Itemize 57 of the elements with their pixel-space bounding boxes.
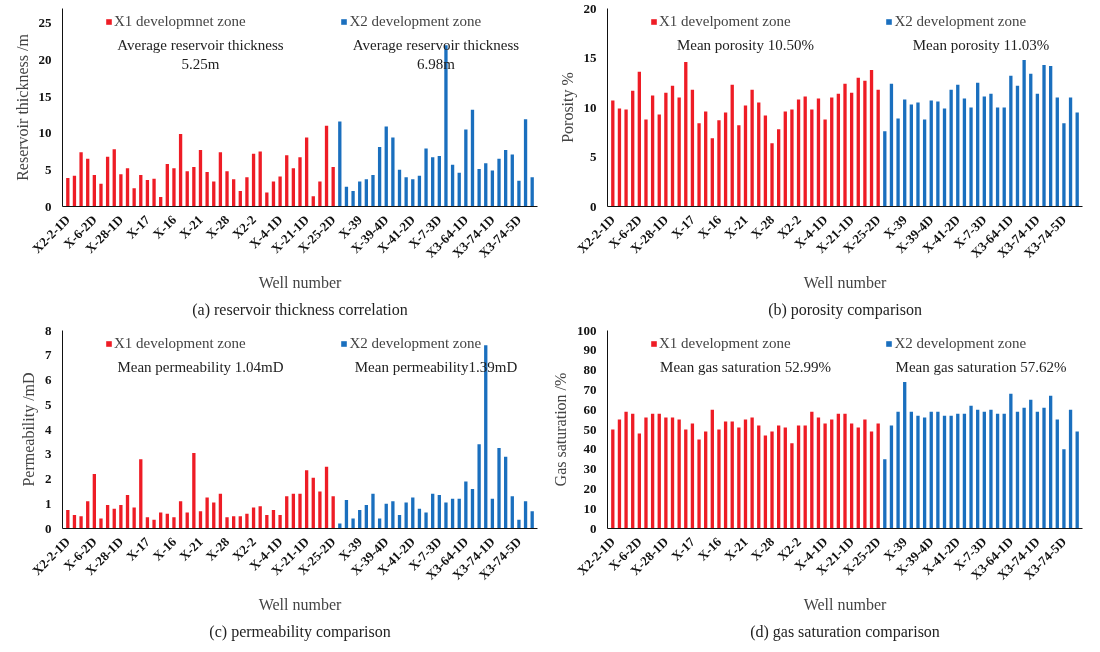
y-tick-label: 60 — [583, 401, 597, 417]
text: (c) permeability comparison — [209, 622, 391, 641]
legend-label: X1 develpoment zone — [658, 13, 791, 30]
y-tick-label: 50 — [583, 421, 597, 437]
y-tick-label: 20 — [583, 0, 597, 16]
text: (d) gas saturation comparison — [750, 622, 940, 641]
annotation: Mean gas saturation 52.99% — [660, 358, 831, 375]
y-tick-label: 2 — [45, 471, 52, 486]
text: (a) reservoir thickness correlation — [192, 300, 408, 319]
y-tick-label: 20 — [38, 51, 52, 67]
y-axis-title: Porosity % — [558, 72, 577, 143]
legend-label: X1 developmnet zone — [113, 13, 246, 30]
legend-label: X2 development zone — [349, 13, 482, 30]
legend-label: X2 development zone — [894, 335, 1027, 352]
x-axis-title: Well number — [258, 595, 343, 613]
annotation: Mean permeability 1.04mD — [117, 358, 284, 375]
y-tick-label: 10 — [583, 500, 597, 516]
y-axis-title: Reservoir thickness /m — [13, 33, 31, 181]
y-tick-label: 5 — [45, 161, 52, 177]
x-axis-title: Well number — [803, 595, 888, 613]
y-tick-label: 0 — [590, 198, 597, 214]
y-tick-label: 4 — [45, 421, 52, 437]
text: (b) porosity comparison — [768, 300, 922, 319]
y-tick-label: 10 — [583, 99, 597, 115]
y-tick-label: 0 — [45, 520, 52, 536]
y-tick-label: 1 — [45, 495, 52, 511]
y-tick-label: 15 — [38, 88, 52, 104]
legend-label: X2 development zone — [349, 335, 482, 352]
y-tick-label: 40 — [583, 441, 597, 457]
legend-label: X2 development zone — [894, 13, 1027, 30]
y-tick-label: 8 — [45, 322, 52, 338]
y-tick-label: 7 — [45, 347, 52, 363]
y-tick-label: 5 — [45, 396, 52, 412]
annotation: Mean gas saturation 57.62% — [895, 358, 1067, 375]
legend-label: X1 development zone — [658, 335, 791, 352]
y-tick-label: 30 — [583, 461, 597, 477]
y-tick-label: 70 — [583, 381, 597, 397]
y-tick-label: 25 — [38, 15, 52, 31]
y-tick-label: 6 — [45, 372, 52, 387]
y-tick-label: 15 — [583, 50, 597, 65]
y-tick-label: 100 — [577, 322, 597, 338]
y-tick-label: 20 — [583, 480, 597, 496]
y-tick-label: 10 — [38, 125, 52, 141]
y-axis-title: Gas saturation /% — [552, 372, 569, 487]
y-tick-label: 0 — [45, 198, 52, 214]
y-tick-label: 5 — [590, 149, 597, 164]
y-tick-label: 80 — [583, 362, 597, 378]
x-axis-title: Well number — [803, 273, 888, 291]
annotation: Mean porosity 11.03% — [912, 36, 1050, 53]
x-axis-title: Well number — [258, 273, 343, 291]
y-tick-label: 3 — [45, 446, 52, 462]
y-tick-label: 90 — [583, 342, 597, 358]
y-tick-label: 0 — [590, 520, 597, 536]
annotation: Mean porosity 10.50% — [676, 36, 815, 53]
legend-label: X1 development zone — [113, 335, 246, 352]
y-axis-title: Permeability /mD — [20, 372, 38, 487]
annotation: Average reservoir thickness 5.25m — [117, 36, 284, 72]
